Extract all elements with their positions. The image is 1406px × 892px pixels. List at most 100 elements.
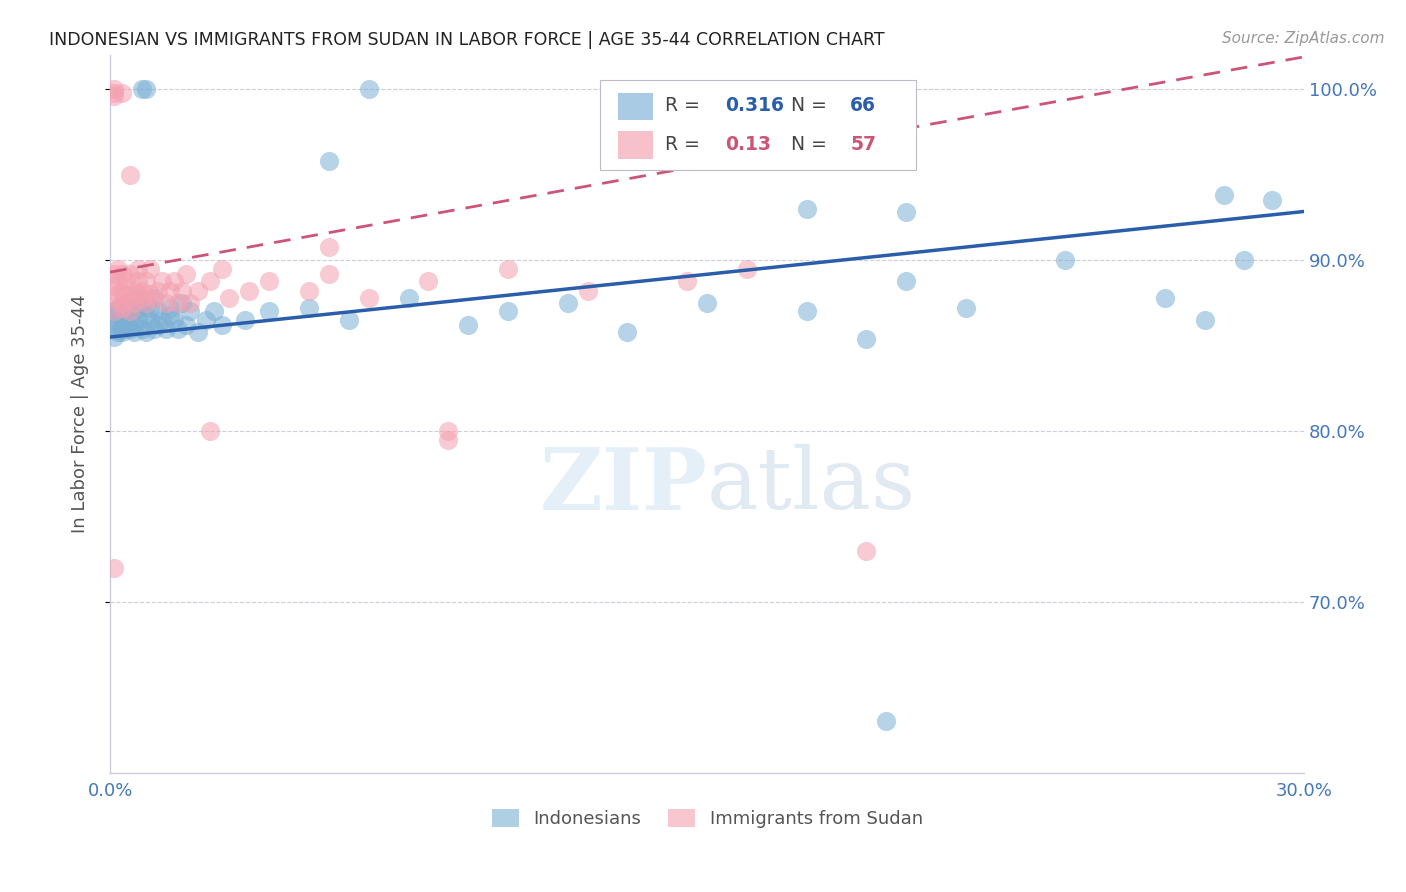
Point (127, 291, 149, 305)
Point (131, 291, 153, 305)
Text: Source: ZipAtlas.com: Source: ZipAtlas.com (1222, 31, 1385, 46)
Point (146, 284, 169, 298)
Point (1213, 188, 1236, 202)
Point (1054, 253, 1077, 268)
Point (118, 304, 141, 318)
Text: INDONESIAN VS IMMIGRANTS FROM SUDAN IN LABOR FORCE | AGE 35-44 CORRELATION CHART: INDONESIAN VS IMMIGRANTS FROM SUDAN IN L… (49, 31, 884, 49)
Point (235, 313, 257, 327)
Point (357, 82, 380, 96)
Point (103, 267, 125, 281)
Point (211, 318, 233, 332)
Text: 57: 57 (851, 135, 876, 153)
Point (1194, 313, 1216, 327)
Point (676, 274, 699, 288)
Point (557, 296, 579, 310)
Point (238, 284, 260, 298)
Point (111, 284, 134, 298)
Point (150, 313, 173, 327)
Point (855, 332, 877, 346)
Point (146, 304, 169, 318)
Point (103, 321, 125, 335)
Point (198, 424, 221, 438)
Point (187, 284, 209, 298)
Point (211, 261, 233, 276)
Point (103, 89, 125, 103)
Point (796, 202, 818, 216)
Text: R =: R = (665, 96, 706, 115)
Point (127, 261, 149, 276)
Point (202, 304, 225, 318)
Point (163, 274, 186, 288)
Point (131, 321, 153, 335)
Point (174, 318, 197, 332)
Legend: Indonesians, Immigrants from Sudan: Indonesians, Immigrants from Sudan (484, 802, 929, 836)
Point (142, 291, 165, 305)
Point (122, 318, 145, 332)
Point (318, 154, 340, 169)
Point (696, 296, 718, 310)
Point (135, 308, 157, 322)
Point (111, 267, 134, 281)
Point (194, 313, 217, 327)
Point (107, 301, 129, 315)
Point (111, 301, 134, 315)
Point (155, 321, 177, 335)
Point (146, 318, 169, 332)
Point (318, 239, 340, 253)
Text: N =: N = (779, 96, 832, 115)
Point (103, 82, 125, 96)
Point (103, 86, 125, 100)
Point (496, 304, 519, 318)
Point (118, 321, 141, 335)
Bar (617, 93, 654, 120)
Text: N =: N = (779, 135, 832, 153)
Point (127, 274, 149, 288)
Point (127, 287, 149, 301)
Text: ZIP: ZIP (540, 443, 707, 528)
Point (131, 296, 153, 310)
Point (139, 261, 162, 276)
Text: atlas: atlas (707, 444, 917, 527)
Point (118, 291, 141, 305)
Point (118, 296, 141, 310)
Point (115, 274, 138, 288)
Point (894, 274, 917, 288)
Point (398, 291, 420, 305)
Point (135, 296, 157, 310)
Point (437, 424, 460, 438)
Point (135, 274, 157, 288)
Point (103, 313, 125, 327)
Point (103, 560, 125, 574)
Point (163, 313, 186, 327)
Point (142, 291, 165, 305)
Point (437, 433, 460, 447)
Point (122, 284, 145, 298)
Point (111, 301, 134, 315)
Text: 0.316: 0.316 (725, 96, 785, 115)
Text: R =: R = (665, 135, 706, 153)
Point (122, 304, 145, 318)
Point (159, 284, 181, 298)
Point (796, 304, 818, 318)
Point (115, 308, 138, 322)
Point (1233, 253, 1256, 268)
Bar (617, 131, 654, 159)
Point (122, 325, 145, 339)
Point (735, 261, 758, 276)
Point (298, 301, 321, 315)
Point (337, 313, 360, 327)
Point (457, 318, 479, 332)
Point (107, 261, 129, 276)
Point (118, 304, 141, 318)
Point (1153, 291, 1175, 305)
Point (159, 301, 181, 315)
Point (107, 325, 129, 339)
Point (155, 296, 177, 310)
Point (111, 86, 134, 100)
Point (107, 313, 129, 327)
Point (894, 205, 917, 219)
Point (103, 291, 125, 305)
Point (357, 291, 380, 305)
Point (131, 82, 153, 96)
Point (103, 330, 125, 344)
